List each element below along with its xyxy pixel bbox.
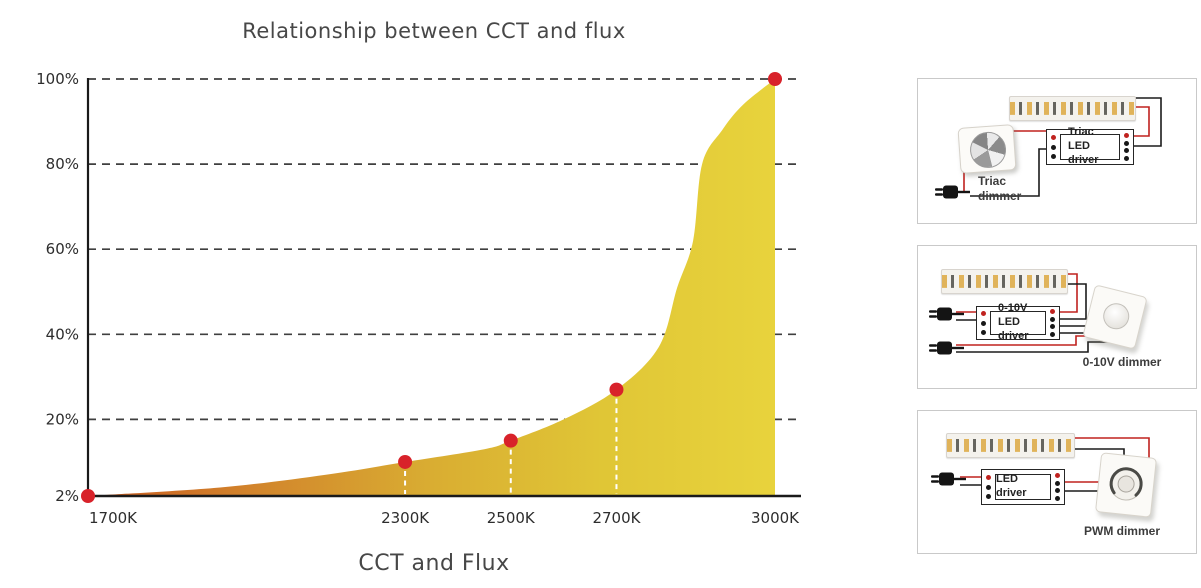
driver-label-line2: LED driver <box>998 316 1029 342</box>
terminal-block-left <box>1047 130 1060 164</box>
0-10v-dimming-diagram: 0-10V LED driver 0-10V dimmer <box>917 245 1197 389</box>
driver-label-line2: LED driver <box>1068 140 1099 166</box>
y-tick-label: 60% <box>46 240 79 258</box>
chart-subtitle: CCT and Flux <box>358 551 510 576</box>
data-point <box>398 454 413 469</box>
wire-red <box>1130 106 1150 137</box>
data-point <box>81 489 95 503</box>
data-point <box>609 382 624 397</box>
wire-black <box>1059 283 1087 320</box>
power-plug-icon <box>930 469 966 494</box>
led-strip <box>1009 96 1136 121</box>
wire-black <box>970 148 1048 197</box>
triac-led-driver-box: Triac LED driver <box>1046 126 1134 166</box>
pwm-dimmer-label: PWM dimmer <box>1083 524 1160 538</box>
0-10v-led-driver-box: 0-10V LED driver <box>976 302 1060 342</box>
power-plug-icon <box>928 338 964 363</box>
driver-label-line1: Triac <box>1068 126 1094 139</box>
y-tick-label: 40% <box>46 325 79 343</box>
y-tick-label: 20% <box>46 410 79 428</box>
cct-flux-area-chart: 1700K 2300K 2500K 2700K 3000K 2% 20% 40% 60% 80% 1… <box>36 70 801 527</box>
data-point <box>768 72 782 86</box>
x-tick-label: 3000K <box>751 509 800 527</box>
wire-red <box>1059 273 1078 313</box>
x-tick-label: 1700K <box>89 509 138 527</box>
y-tick-label: 100% <box>36 70 79 88</box>
terminal-block-left <box>982 470 995 504</box>
terminal-block-right <box>1120 130 1133 164</box>
power-plug-icon <box>934 182 970 207</box>
driver-label-line1: LED driver <box>996 473 1027 499</box>
driver-label: 0-10V LED driver <box>990 302 1046 342</box>
chart-title: Relationship between CCT and flux <box>242 19 626 43</box>
y-tick-label: 2% <box>55 487 79 505</box>
flux-area <box>88 79 775 496</box>
x-tick-label: 2300K <box>381 509 430 527</box>
led-strip <box>941 269 1068 294</box>
led-driver-box: LED driver <box>981 469 1065 505</box>
x-tick-label: 2500K <box>487 509 536 527</box>
pwm-dimming-diagram: LED driver PWM dimmer <box>917 410 1197 554</box>
triac-dimming-diagram: Triac LED driver Triac dimmer <box>917 78 1197 224</box>
driver-label-line1: 0-10V <box>998 302 1028 315</box>
terminal-block-left <box>977 307 990 339</box>
data-point <box>503 433 518 448</box>
pwm-dimmer-knob <box>1095 452 1157 518</box>
driver-label: LED driver <box>995 473 1051 500</box>
wire-black <box>956 341 1110 353</box>
x-tick-label: 2700K <box>592 509 641 527</box>
driver-label: Triac LED driver <box>1060 126 1120 166</box>
wire-black <box>1130 97 1162 147</box>
terminal-block-right <box>1046 307 1059 339</box>
0-10v-dimmer-label: 0-10V dimmer <box>1082 355 1162 369</box>
led-strip <box>946 433 1075 458</box>
power-plug-icon <box>928 304 964 329</box>
triac-dimmer-knob <box>957 124 1017 174</box>
y-tick-label: 80% <box>46 155 79 173</box>
triac-dimmer-label: Triac dimmer <box>978 174 1022 203</box>
terminal-block-right <box>1051 470 1064 504</box>
